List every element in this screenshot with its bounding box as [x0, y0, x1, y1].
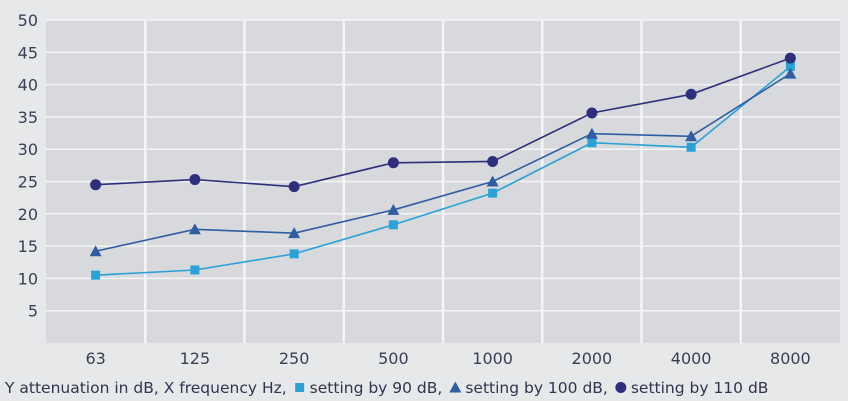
data-point-square — [587, 138, 597, 148]
y-tick-label: 20 — [18, 205, 38, 224]
x-tick-label: 4000 — [671, 349, 712, 368]
x-tick-label: 1000 — [472, 349, 513, 368]
data-point-circle — [784, 52, 796, 64]
y-tick-label: 15 — [18, 237, 38, 256]
series-line — [95, 72, 791, 253]
legend-label: setting by 110 dB — [631, 379, 769, 397]
caption-text: Y attenuation in dB, X frequency Hz, — [4, 379, 287, 397]
x-tick-label: 500 — [378, 349, 409, 368]
series-square — [91, 62, 795, 280]
x-tick-label: 63 — [85, 349, 105, 368]
y-tick-label: 30 — [18, 140, 38, 159]
series-line — [95, 57, 791, 188]
data-point-circle — [586, 107, 598, 119]
data-point-circle — [288, 181, 300, 193]
data-point-square — [91, 270, 101, 280]
data-point-circle — [685, 88, 697, 100]
data-point-square — [190, 265, 200, 275]
legend-marker-triangle — [449, 381, 462, 393]
y-tick-label: 10 — [18, 269, 38, 288]
y-tick-label: 40 — [18, 76, 38, 95]
x-tick-label: 8000 — [770, 349, 811, 368]
data-point-triangle — [585, 127, 598, 139]
data-point-square — [289, 249, 299, 259]
x-tick-label: 250 — [279, 349, 310, 368]
y-tick-label: 5 — [28, 302, 38, 321]
data-point-triangle — [288, 227, 301, 239]
data-point-triangle — [784, 67, 797, 79]
data-point-square — [488, 188, 498, 198]
grid-lines — [46, 19, 840, 343]
x-tick-label: 125 — [180, 349, 211, 368]
data-point-circle — [189, 174, 201, 186]
data-point-square — [686, 142, 696, 152]
y-tick-label: 25 — [18, 173, 38, 192]
caption: Y attenuation in dB, X frequency Hz, sett… — [4, 379, 768, 397]
data-point-square — [785, 62, 795, 72]
legend-label: setting by 100 dB, — [465, 379, 608, 397]
x-axis-tick-labels: 63 125 250 500 1000 2000 4000 8000 — [85, 349, 810, 368]
data-point-triangle — [685, 130, 698, 142]
series-triangle — [89, 67, 797, 257]
y-tick-label: 50 — [18, 11, 38, 30]
series-layer — [89, 52, 797, 280]
x-tick-label: 2000 — [572, 349, 613, 368]
data-point-circle — [487, 155, 499, 167]
y-tick-label: 35 — [18, 108, 38, 127]
data-point-circle — [90, 179, 102, 191]
data-point-triangle — [89, 245, 102, 257]
data-point-square — [388, 220, 398, 230]
series-line — [95, 65, 791, 276]
legend-label: setting by 90 dB, — [310, 379, 443, 397]
data-point-circle — [387, 157, 399, 169]
data-point-triangle — [188, 223, 201, 235]
legend-marker-circle — [615, 382, 627, 393]
legend-marker-square — [295, 383, 305, 392]
data-point-triangle — [486, 175, 499, 187]
y-axis-tick-labels: 5 10 15 20 25 30 35 40 45 50 — [18, 11, 38, 321]
series-circle — [90, 52, 796, 193]
data-point-triangle — [387, 203, 400, 215]
y-tick-label: 45 — [18, 43, 38, 62]
